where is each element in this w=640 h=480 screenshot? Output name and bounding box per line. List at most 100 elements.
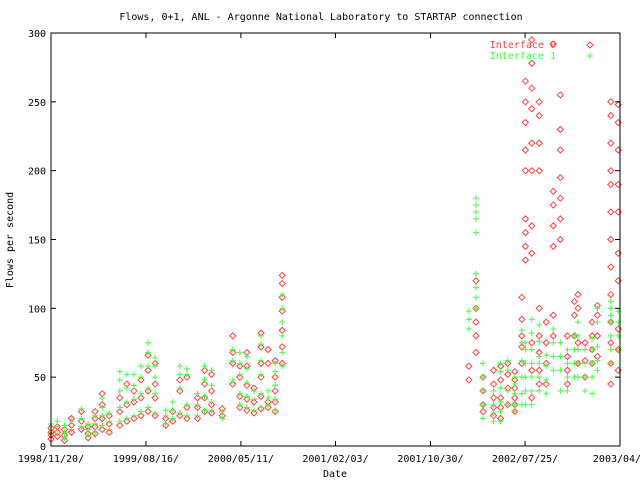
data-point-interface-1 [607,305,614,312]
data-point-interface-0 [67,428,76,436]
data-point-interface-0 [176,387,184,395]
data-point-interface-0 [243,381,251,390]
legend-marker-plus-icon [587,53,593,59]
data-point-interface-1 [472,305,479,312]
data-point-interface-0 [207,387,216,395]
y-tick-label: 150 [28,236,46,247]
data-point-interface-1 [607,360,614,367]
data-point-interface-0 [549,222,557,230]
data-point-interface-0 [556,235,565,244]
data-point-interface-1 [472,215,479,222]
data-point-interface-1 [219,408,226,415]
data-point-interface-1 [169,415,176,422]
data-point-interface-1 [176,363,183,370]
data-point-interface-1 [194,401,201,408]
data-point-interface-1 [528,346,535,353]
data-point-interface-0 [528,59,536,67]
data-point-interface-0 [236,362,244,370]
data-point-interface-1 [522,401,529,408]
data-point-interface-1 [68,418,75,425]
data-point-interface-1 [243,365,250,372]
data-point-interface-1 [265,387,272,394]
data-point-interface-1 [528,316,535,323]
data-point-interface-0 [528,222,536,230]
plot-frame [50,32,621,447]
data-point-interface-0 [137,394,145,402]
data-point-interface-1 [574,346,581,353]
data-point-interface-1 [236,349,243,356]
data-point-interface-0 [607,235,615,244]
x-tick-label: 2003/04/2 [593,454,640,465]
data-point-interface-0 [465,376,473,384]
data-point-interface-1 [229,357,236,364]
data-point-interface-0 [521,215,530,223]
data-point-interface-1 [279,363,286,370]
data-point-interface-1 [99,412,106,419]
data-point-interface-0 [607,166,615,175]
data-point-interface-0 [200,366,209,374]
data-point-interface-0 [528,366,536,374]
data-point-interface-1 [130,396,137,403]
data-point-interface-0 [563,332,572,340]
data-point-interface-1 [490,409,497,416]
data-point-interface-0 [607,180,615,189]
data-point-interface-0 [98,425,106,434]
data-point-interface-1 [201,363,208,370]
data-point-interface-0 [535,139,543,147]
data-point-interface-0 [243,406,251,414]
data-point-interface-1 [106,426,113,433]
data-point-interface-1 [265,401,272,408]
data-point-interface-1 [582,360,589,367]
data-point-interface-1 [574,332,581,339]
data-point-interface-1 [522,346,529,353]
data-point-interface-1 [194,412,201,419]
y-tick-label: 0 [40,442,46,453]
data-point-interface-1 [152,390,159,397]
data-point-interface-0 [535,366,543,374]
data-point-interface-1 [123,385,130,392]
data-point-interface-0 [278,293,286,302]
data-point-interface-0 [472,318,480,326]
data-point-interface-1 [130,382,137,389]
data-point-interface-0 [264,403,272,412]
chart-title: Flows, 0+1, ANL - Argonne National Labor… [119,12,522,23]
data-point-interface-1 [208,382,215,389]
data-point-interface-0 [489,394,498,402]
data-point-interface-0 [528,166,536,175]
data-point-interface-1 [243,379,250,386]
data-point-interface-1 [522,374,529,381]
data-point-interface-1 [272,396,279,403]
data-point-interface-0 [607,208,615,216]
data-point-interface-0 [489,380,498,388]
data-point-interface-1 [236,371,243,378]
data-point-interface-0 [144,407,152,416]
data-point-interface-0 [229,359,237,368]
data-point-interface-1 [229,346,236,353]
data-point-interface-0 [549,40,557,48]
data-point-interface-1 [472,202,479,209]
data-point-interface-1 [130,371,137,378]
data-point-interface-0 [77,407,86,416]
data-point-interface-0 [176,412,184,420]
x-tick-label: 2001/10/30/ [397,454,463,465]
data-point-interface-1 [258,332,265,339]
data-point-interface-1 [607,312,614,319]
data-point-interface-1 [504,357,511,364]
data-point-interface-1 [272,382,279,389]
x-tick-label: 1999/08/16/ [113,454,179,465]
x-tick-label: 2001/02/03/ [302,454,368,465]
data-point-interface-1 [85,426,92,433]
data-point-interface-1 [607,319,614,326]
data-point-interface-1 [258,357,265,364]
y-tick-label: 250 [28,98,46,109]
data-point-interface-1 [472,208,479,215]
data-point-interface-0 [574,339,582,347]
data-point-interface-1 [528,387,535,394]
data-point-interface-0 [521,146,530,154]
data-point-interface-0 [278,326,286,335]
data-point-interface-0 [528,36,536,44]
data-point-interface-1 [607,332,614,339]
data-point-interface-1 [522,387,529,394]
data-point-interface-0 [521,77,530,85]
y-tick-label: 200 [28,167,46,178]
